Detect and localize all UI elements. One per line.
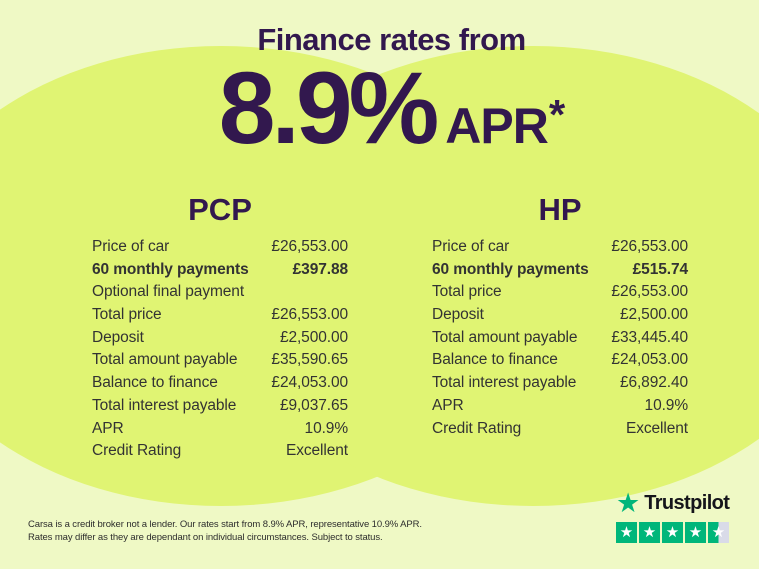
row-value: £6,892.40 [619,374,688,392]
trustpilot-logo: ★ Trustpilot [616,488,730,518]
row-label: Credit Rating [92,442,182,460]
table-row: APR 10.9% [432,395,688,418]
table-row: Total interest payable £9,037.65 [92,395,348,418]
row-value: £397.88 [292,260,348,278]
row-label: Total interest payable [432,374,577,392]
trustpilot-star-icon: ★ [616,488,641,518]
row-value: £2,500.00 [279,328,348,346]
star-icon: ★ [639,522,660,543]
pcp-header: PCP [188,192,252,227]
table-row: Price of car £26,553.00 [432,236,688,259]
row-value: £26,553.00 [271,306,348,324]
row-label: Deposit [432,306,484,324]
pcp-table: Price of car £26,553.00 60 monthly payme… [92,236,348,463]
row-value: 10.9% [644,396,689,414]
row-value: £26,553.00 [611,238,688,255]
row-label: Credit Rating [432,419,522,437]
row-value: £9,037.65 [279,396,348,414]
row-label: APR [92,419,124,437]
row-label: Total amount payable [432,328,578,346]
table-row: Balance to finance £24,053.00 [92,372,348,395]
table-row: Total price £26,553.00 [432,281,688,304]
row-value: 10.9% [304,419,349,437]
pcp-column: PCP Price of car £26,553.00 60 monthly p… [92,194,348,463]
trustpilot-star-rating: ★ ★ ★ ★ ★ [616,522,729,543]
row-label: Total amount payable [92,351,238,369]
star-icon: ★ [662,522,683,543]
table-row: Optional final payment [92,281,348,304]
row-value: £33,445.40 [611,328,688,346]
banner-title: Finance rates from [257,22,526,57]
disclaimer-line-2: Rates may differ as they are dependant o… [28,532,383,543]
table-row: 60 monthly payments £515.74 [432,259,688,282]
trustpilot-badge[interactable]: ★ Trustpilot ★ ★ ★ ★ ★ [616,488,730,543]
row-value: £26,553.00 [271,238,348,255]
star-icon: ★ [616,522,637,543]
rate-asterisk: * [548,91,565,138]
table-row: Balance to finance £24,053.00 [432,349,688,372]
row-label: Balance to finance [432,351,558,369]
row-value: £24,053.00 [271,374,348,392]
disclaimer-line-1: Carsa is a credit broker not a lender. O… [28,519,422,530]
trustpilot-brand-name: Trustpilot [644,492,730,514]
table-row: Credit Rating Excellent [432,418,688,441]
half-star-icon: ★ [708,522,729,543]
table-row: Total amount payable £35,590.65 [92,349,348,372]
table-row: Total amount payable £33,445.40 [432,327,688,350]
row-label: Optional final payment [92,283,245,301]
row-label: Total price [92,306,162,324]
row-label: Balance to finance [92,374,218,392]
row-label: Price of car [92,238,170,255]
row-label: Total interest payable [92,396,237,414]
star-icon: ★ [685,522,706,543]
hp-header: HP [538,192,582,227]
row-value: Excellent [286,442,348,460]
row-value: Excellent [626,419,688,437]
hp-column: HP Price of car £26,553.00 60 monthly pa… [432,194,688,440]
table-row: 60 monthly payments £397.88 [92,259,348,282]
rate-value: 8.9% [218,51,439,165]
row-value: £2,500.00 [619,306,688,324]
table-row: APR 10.9% [92,418,348,441]
headline-rate: 8.9% APR* [12,57,759,159]
background-circle-right [213,46,759,506]
row-label: Total price [432,283,502,301]
table-row: Credit Rating Excellent [92,440,348,463]
row-label: APR [432,396,464,414]
rate-unit-label: APR [445,98,549,154]
rate-unit: APR* [445,94,565,154]
row-label: Deposit [92,328,144,346]
legal-disclaimer: Carsa is a credit broker not a lender. O… [28,518,422,544]
table-row: Price of car £26,553.00 [92,236,348,259]
hp-table: Price of car £26,553.00 60 monthly payme… [432,236,688,440]
row-label: 60 monthly payments [432,260,589,278]
table-row: Deposit £2,500.00 [92,327,348,350]
row-label: 60 monthly payments [92,260,249,278]
row-value: £26,553.00 [611,283,688,301]
table-row: Total price £26,553.00 [92,304,348,327]
row-label: Price of car [432,238,510,255]
row-value: £24,053.00 [611,351,688,369]
row-value: £515.74 [632,260,688,278]
row-value: £35,590.65 [271,351,348,369]
table-row: Total interest payable £6,892.40 [432,372,688,395]
table-row: Deposit £2,500.00 [432,304,688,327]
